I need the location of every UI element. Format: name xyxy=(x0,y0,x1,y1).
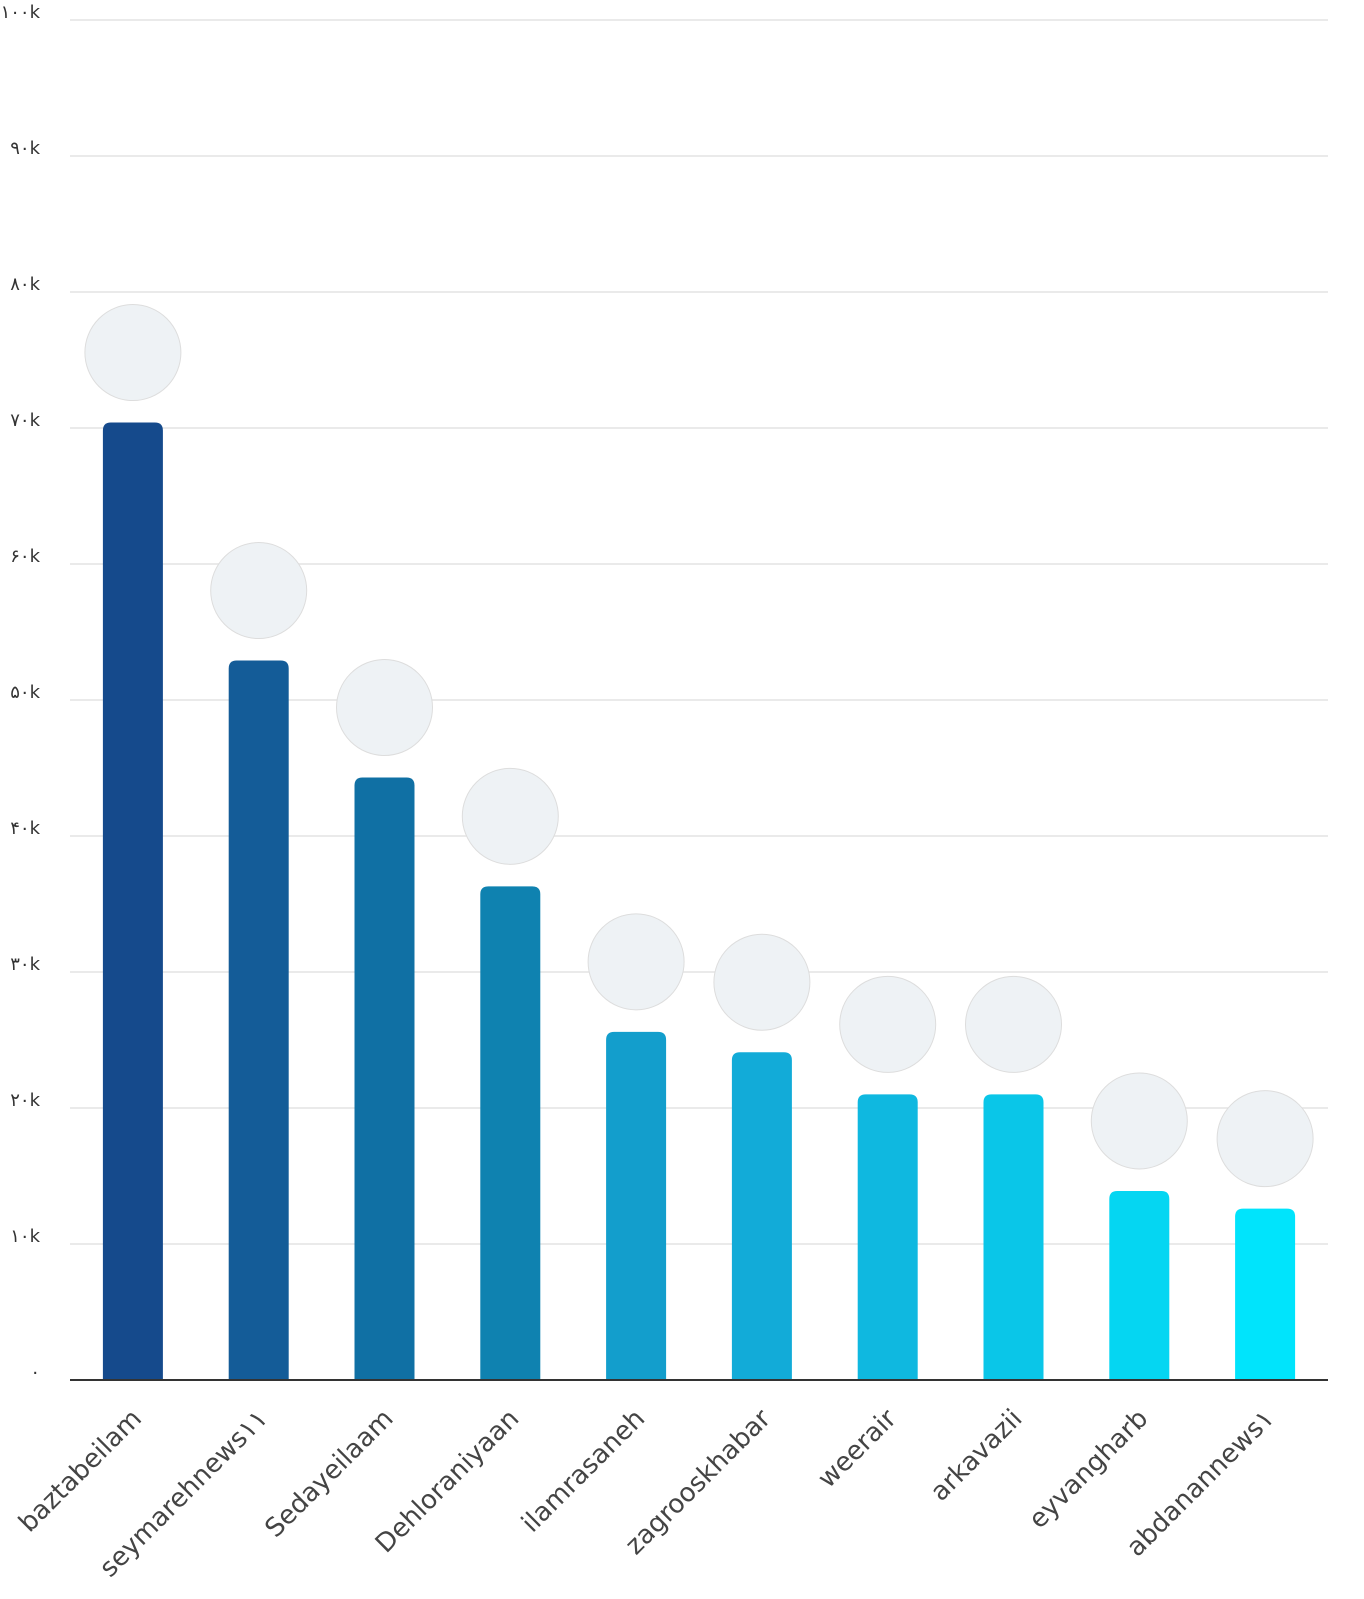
y-tick-label: ۱۰۰k xyxy=(1,2,41,23)
bar xyxy=(354,777,415,1380)
bar xyxy=(983,1094,1044,1380)
y-tick-label: ۱۰k xyxy=(10,1226,40,1247)
y-tick-label: ۳۰k xyxy=(10,954,40,975)
bar xyxy=(731,1052,792,1380)
bar xyxy=(102,422,163,1380)
bar xyxy=(1235,1208,1296,1380)
y-tick-label: ۵۰k xyxy=(10,682,40,703)
bar xyxy=(606,1031,667,1380)
y-tick-label: ۴۰k xyxy=(10,818,40,839)
x-tick-label: baztabeilam xyxy=(13,1404,148,1539)
avatar xyxy=(713,933,811,1031)
avatar xyxy=(461,767,559,865)
bar xyxy=(857,1094,918,1380)
x-tick-label: arkavazii xyxy=(925,1404,1029,1508)
y-tick-label: ۲۰k xyxy=(10,1090,40,1111)
y-tick-label: ۰ xyxy=(30,1362,40,1383)
avatar xyxy=(336,659,433,757)
x-tick-label: eyvangharb xyxy=(1023,1404,1154,1535)
x-tick-label: weerair xyxy=(812,1404,903,1495)
avatar xyxy=(839,975,937,1073)
y-tick-label: ۶۰k xyxy=(10,546,40,567)
x-tick-label: Sedayeilaam xyxy=(259,1404,399,1544)
avatar xyxy=(1216,1090,1314,1188)
x-tick-label: ilamrasaneh xyxy=(516,1404,651,1539)
bar xyxy=(1109,1190,1170,1380)
avatar xyxy=(587,913,685,1011)
bar xyxy=(480,886,541,1380)
avatar xyxy=(1090,1072,1188,1170)
avatar xyxy=(210,542,308,640)
avatar xyxy=(965,975,1062,1073)
avatar xyxy=(84,304,182,402)
y-tick-label: ۸۰k xyxy=(10,274,40,295)
bar xyxy=(228,660,289,1380)
y-tick-label: ۹۰k xyxy=(10,138,40,159)
y-tick-label: ۷۰k xyxy=(10,410,40,431)
